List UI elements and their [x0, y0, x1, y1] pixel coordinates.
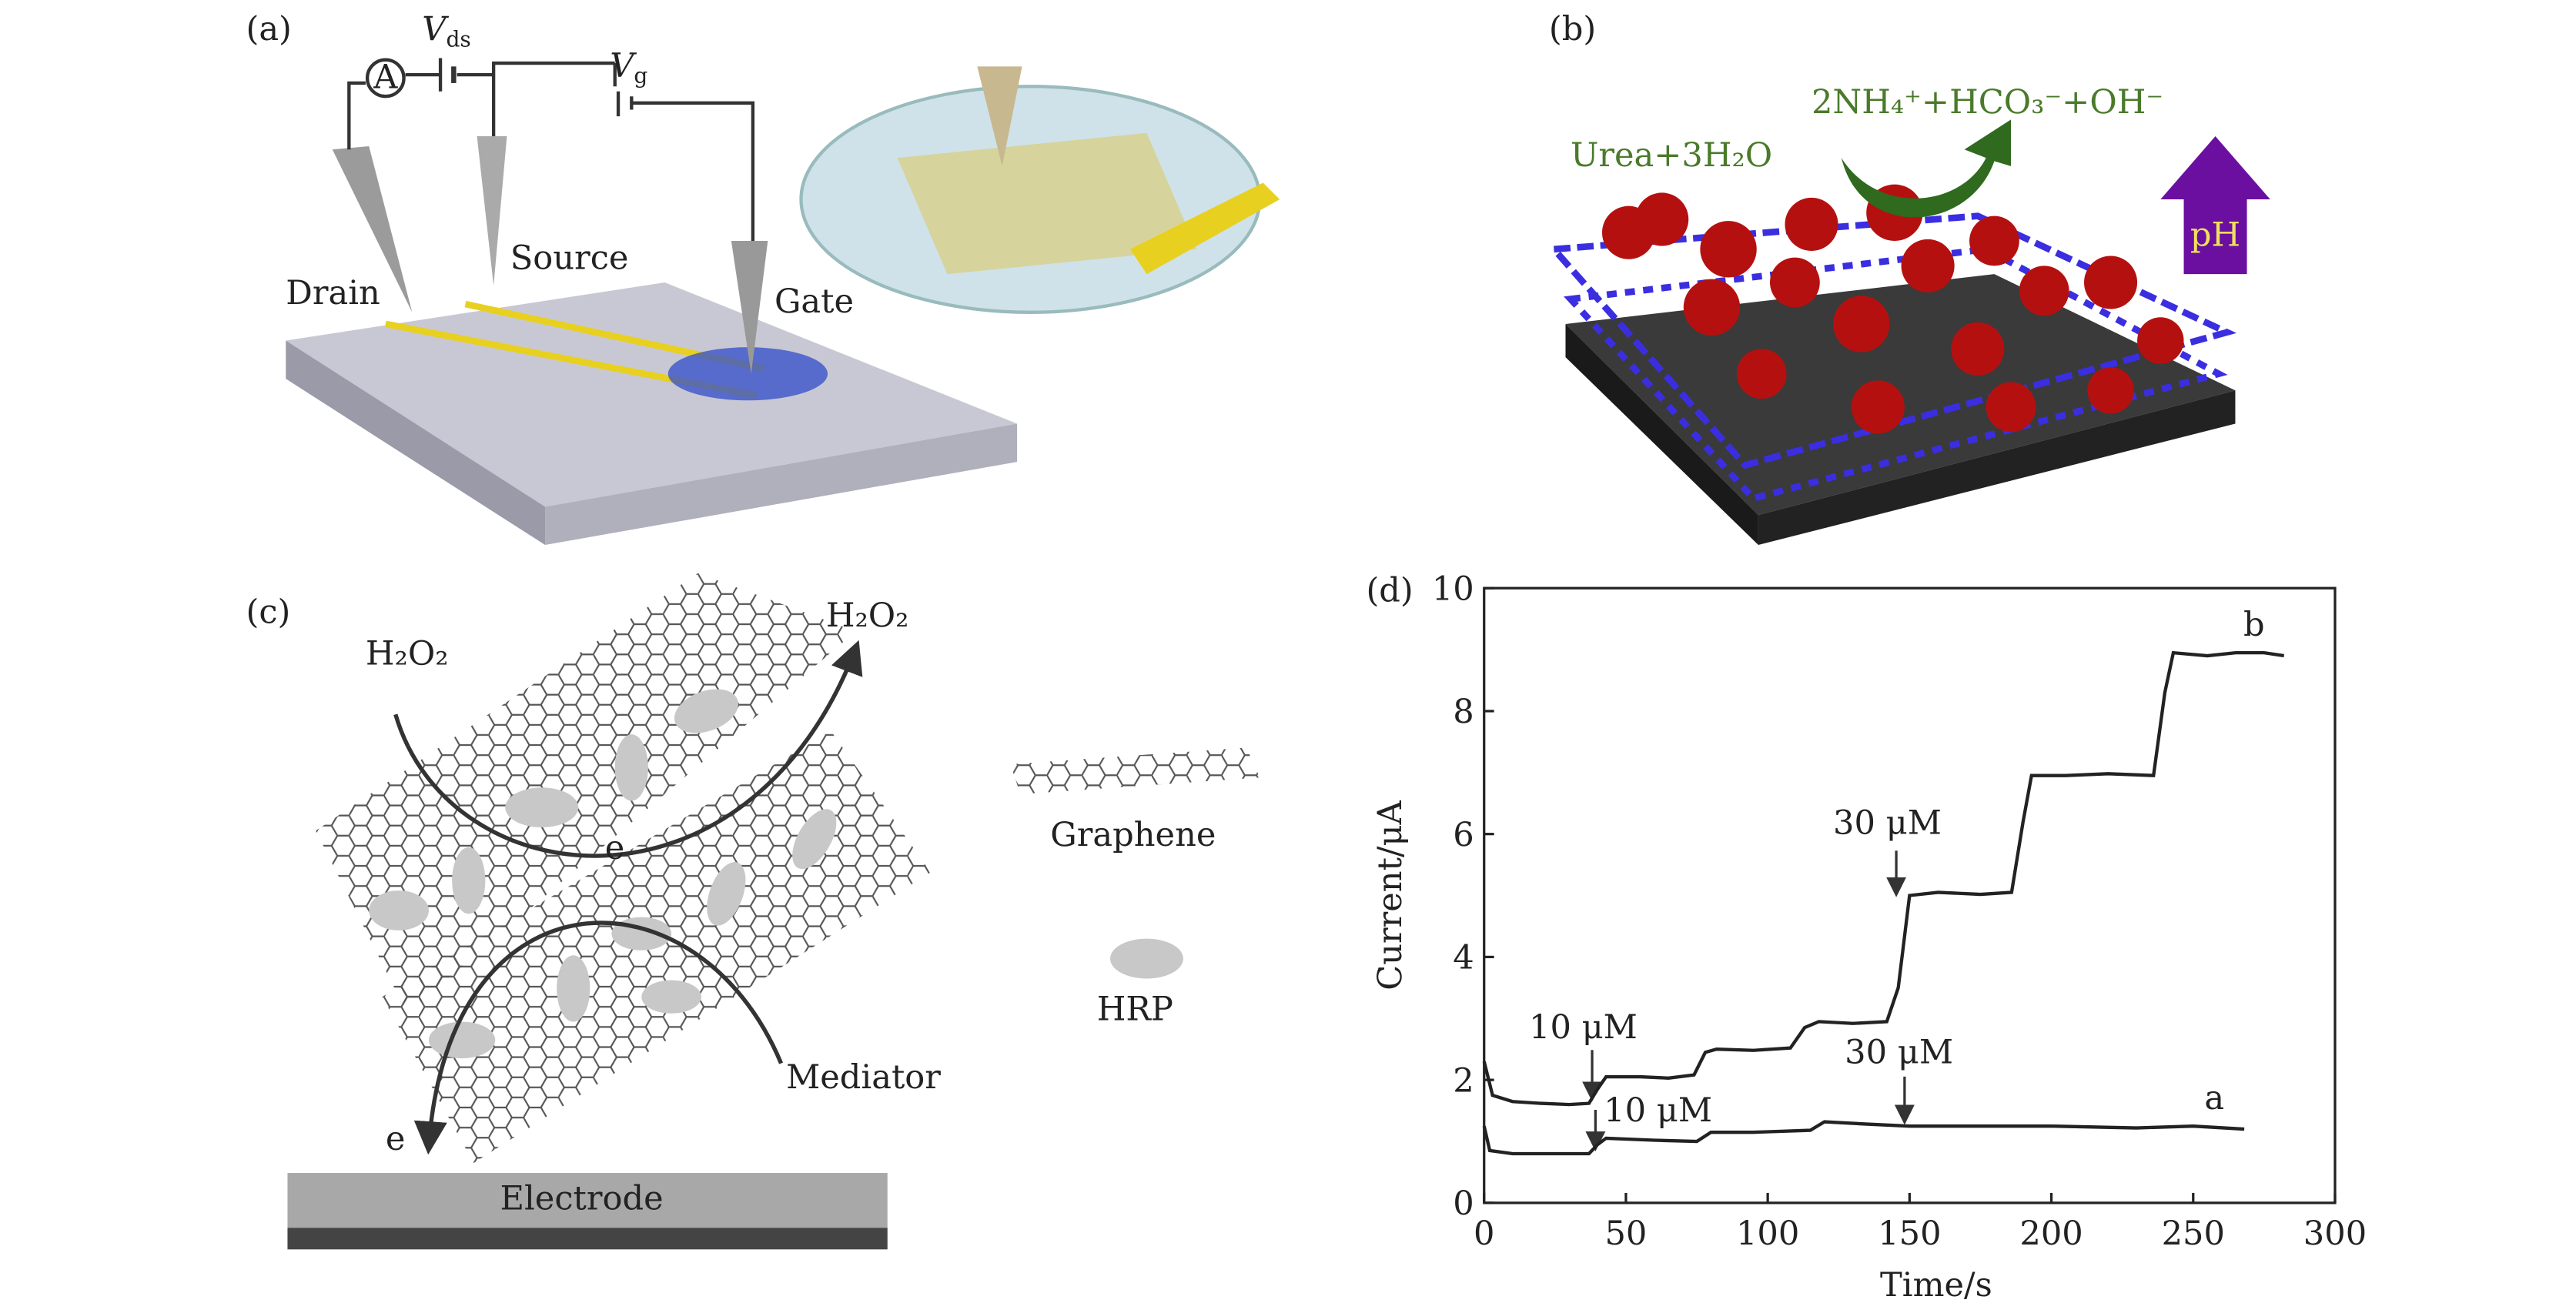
gate-label: Gate — [774, 282, 854, 321]
hrp-particles — [369, 689, 837, 1059]
electron-label: e — [605, 829, 625, 867]
x-tick-label: 50 — [1604, 1214, 1647, 1253]
series-line — [1482, 650, 2285, 1107]
annotation: 30 μM — [1833, 804, 1942, 843]
y-tick-label: 4 — [1453, 939, 1474, 977]
series-label: b — [2243, 606, 2265, 644]
panel-d: (d) Time/s Current/μA 10 μM 30 μM 10 μM … — [1366, 570, 2367, 1303]
probe — [332, 145, 413, 312]
substrate-side — [1565, 323, 1758, 546]
annotation: 10 μM — [1529, 1008, 1638, 1047]
wire — [347, 61, 755, 242]
h2o2-in: H₂O₂ — [366, 634, 449, 673]
panel-label: (d) — [1366, 571, 1413, 610]
y-tick-label: 6 — [1453, 816, 1474, 854]
probe — [477, 136, 507, 286]
hrp-legend — [1110, 938, 1183, 979]
slab-side — [286, 340, 546, 546]
gate-drop — [667, 347, 828, 401]
probe — [731, 241, 768, 374]
y-tick-label: 2 — [1453, 1061, 1474, 1100]
y-axis-label: Current/μA — [1371, 800, 1410, 990]
x-tick-label: 0 — [1474, 1214, 1494, 1253]
y-tick-label: 8 — [1453, 693, 1474, 731]
vg-label: Vg — [610, 46, 647, 89]
reaction-arrow — [1841, 119, 2012, 218]
products: 2NH₄⁺+HCO₃⁻+OH⁻ — [1812, 83, 2163, 122]
panel-label: (c) — [246, 593, 290, 632]
arrow — [393, 640, 863, 858]
h2o2-out: H₂O₂ — [826, 596, 909, 635]
panel-label: (b) — [1549, 10, 1596, 48]
electrode — [287, 1173, 888, 1228]
chip — [897, 132, 1197, 275]
x-axis-label: Time/s — [1880, 1266, 1992, 1303]
hrp-label: HRP — [1097, 990, 1173, 1028]
subscript: g — [634, 63, 647, 89]
annotation: 30 μM — [1845, 1034, 1953, 1072]
y-tick-label: 10 — [1432, 570, 1474, 608]
y-tick-label: 0 — [1453, 1184, 1474, 1223]
figure-root: (a) A Vds Vg Drain Source Gate (b) Urea+… — [246, 10, 2367, 1303]
panel-b: (b) Urea+3H₂O 2NH₄⁺+HCO₃⁻+OH⁻ pH — [1547, 10, 2270, 546]
ammeter — [365, 58, 406, 99]
symbol: V — [610, 46, 637, 85]
connector — [1129, 182, 1280, 275]
x-tick-label: 300 — [2303, 1214, 2367, 1253]
source-label: Source — [510, 239, 629, 278]
electrode-label: Electrode — [500, 1180, 663, 1218]
slab-front — [545, 423, 1018, 546]
x-tick-label: 150 — [1878, 1214, 1941, 1253]
ammeter-label: A — [373, 58, 398, 96]
electrode-base — [287, 1228, 888, 1250]
reactant: Urea+3H₂O — [1571, 136, 1772, 175]
mesh — [1564, 246, 2228, 503]
x-tick-label: 100 — [1736, 1214, 1799, 1253]
arrow — [413, 920, 784, 1155]
ph-arrow — [2160, 136, 2270, 275]
graphene-legend — [1010, 747, 1260, 794]
mediator-label: Mediator — [786, 1058, 941, 1097]
panel-label: (a) — [246, 10, 291, 48]
vds-label: Vds — [422, 10, 471, 52]
electron-label: e — [386, 1120, 406, 1158]
graphene-sheet — [316, 573, 856, 1014]
graphene-label: Graphene — [1050, 816, 1216, 854]
series-label: a — [2204, 1079, 2224, 1118]
substrate-front — [1758, 390, 2236, 546]
panel-a: (a) A Vds Vg Drain Source Gate — [246, 10, 1280, 546]
probe — [977, 66, 1022, 166]
ph-label: pH — [2190, 215, 2240, 254]
drain-label: Drain — [286, 274, 380, 312]
subscript: ds — [446, 26, 470, 52]
molecules — [1601, 184, 2184, 434]
x-tick-label: 250 — [2162, 1214, 2225, 1253]
annotation: 10 μM — [1604, 1091, 1712, 1130]
x-tick-label: 200 — [2019, 1214, 2083, 1253]
series-line — [1482, 1120, 2245, 1156]
panel-c: (c) H₂O₂ H₂O₂ e e Mediator Electrode Gra… — [246, 573, 1260, 1250]
symbol: V — [422, 10, 449, 48]
